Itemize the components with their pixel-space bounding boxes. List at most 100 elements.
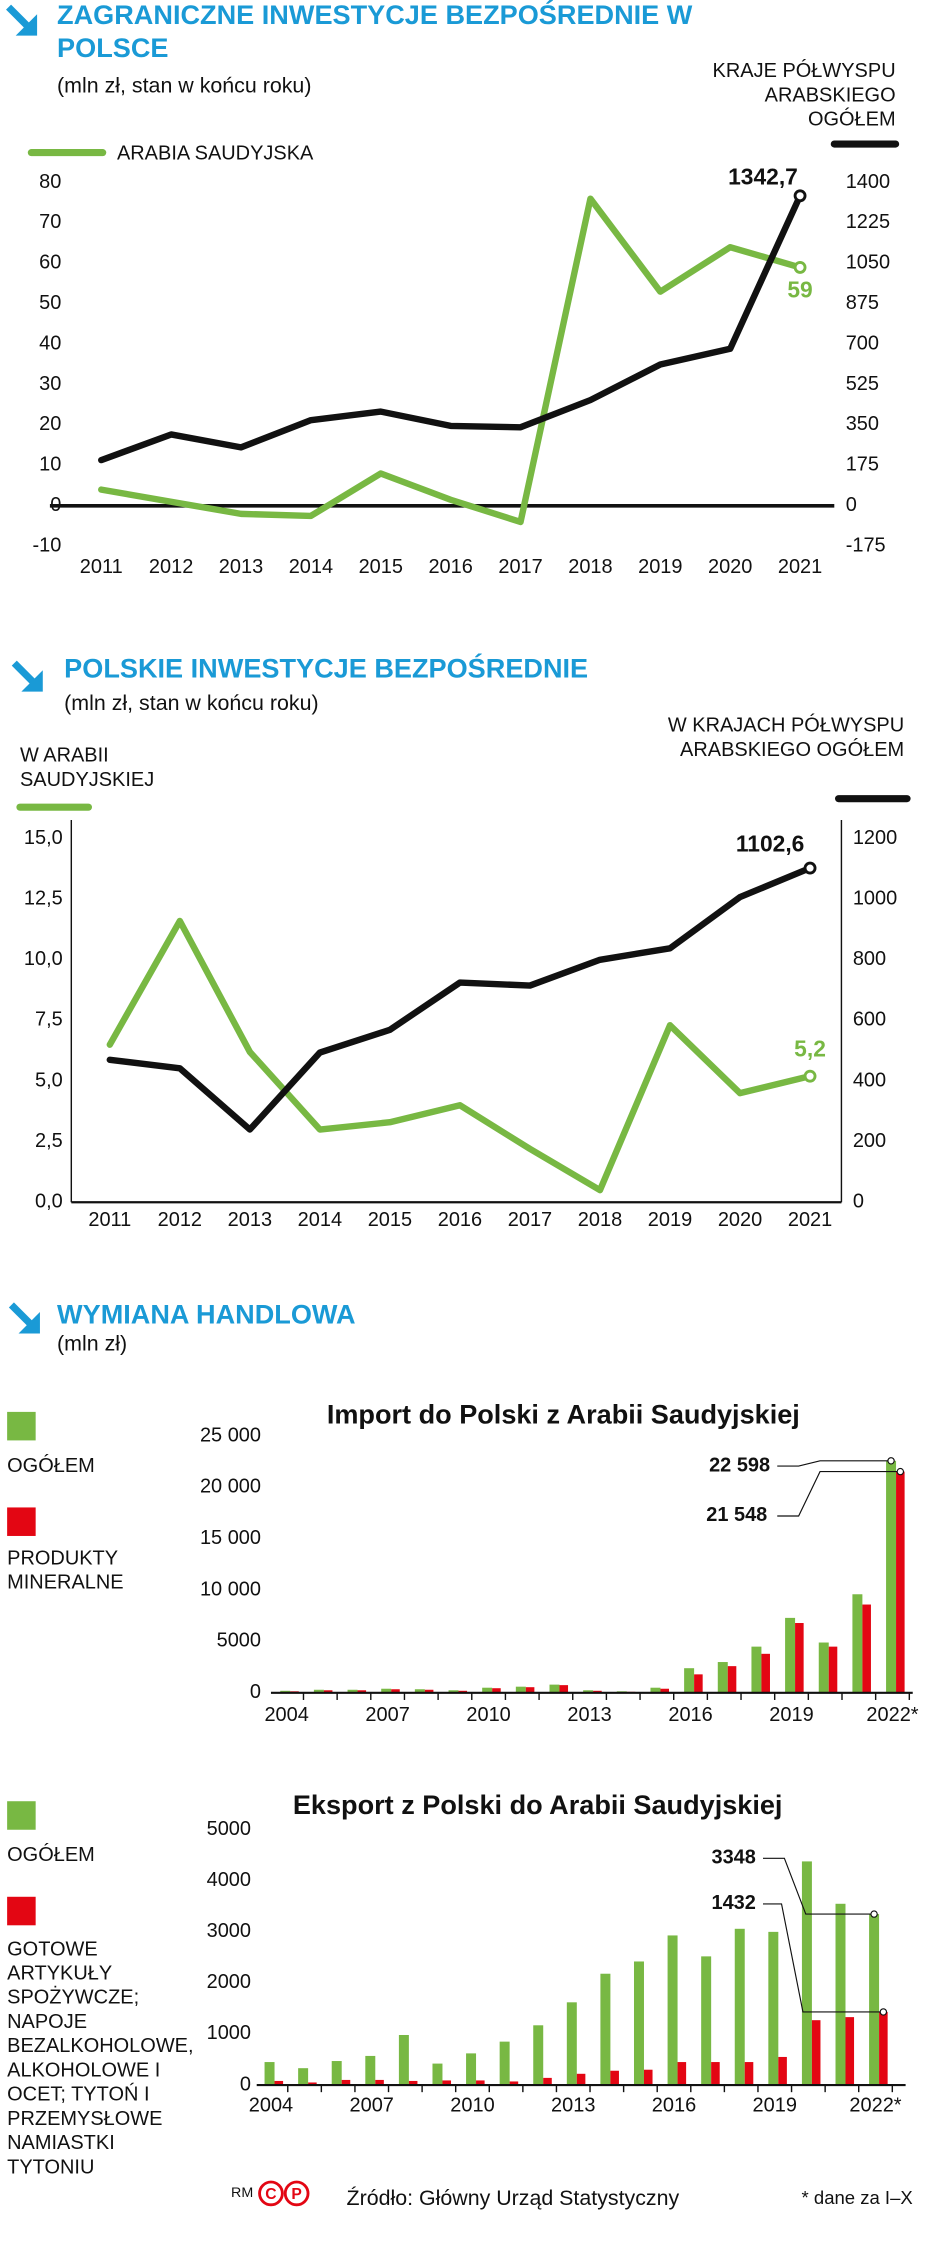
bar	[862, 1604, 871, 1693]
bar	[391, 1689, 400, 1693]
bar	[768, 1931, 779, 2086]
chart-title: Import do Polski z Arabii Saudyjskiej	[327, 1398, 800, 1429]
bar	[667, 1935, 678, 2086]
x-tick-label: 2004	[264, 1704, 308, 1726]
bar	[341, 2079, 351, 2086]
bar	[677, 2062, 687, 2086]
value-label: 3348	[711, 1847, 755, 1869]
legend-swatch	[7, 1801, 36, 1830]
bar	[515, 1686, 526, 1693]
line	[106, 864, 814, 1133]
credit: C	[265, 2186, 276, 2203]
y-tick-label: 0,0	[35, 1191, 63, 1213]
value-label: 1432	[711, 1892, 755, 1914]
y-tick-label: 5000	[217, 1630, 261, 1652]
bar	[576, 2073, 586, 2086]
bar	[482, 1687, 493, 1693]
legend-swatch	[7, 1411, 36, 1441]
y2-tick-label: 875	[846, 292, 879, 314]
x-tick-label: 2020	[718, 1209, 762, 1231]
bar	[583, 1690, 594, 1693]
credit: P	[291, 2186, 301, 2203]
y2-tick-label: 1225	[846, 211, 890, 233]
y-tick-label: 4000	[207, 1869, 251, 1891]
y-tick-label: 7,5	[35, 1009, 63, 1031]
x-tick-label: 2022*	[849, 2095, 901, 2117]
y-tick-label: 2000	[207, 1971, 251, 1993]
x-tick-label: 2011	[80, 556, 123, 578]
x-tick-label: 2015	[359, 556, 403, 578]
point	[803, 861, 817, 875]
y-tick-label: 40	[39, 332, 61, 354]
value-label: 1102,6	[736, 830, 804, 856]
y-tick-label: 10,0	[24, 948, 63, 970]
bar	[633, 1961, 644, 2086]
bar	[499, 2041, 510, 2086]
chart-subtitle: (mln zł, stan w końcu roku)	[57, 74, 312, 99]
section-title: WYMIANA HANDLOWA	[57, 1300, 356, 1331]
legend-swatch	[7, 1896, 36, 1926]
x-tick-label: 2021	[788, 1209, 832, 1231]
bar	[492, 1688, 501, 1693]
bar	[744, 2062, 754, 2086]
bar	[879, 2011, 888, 2086]
y-tick-label: 0	[250, 1681, 261, 1703]
bar	[549, 1684, 560, 1693]
y-tick-label: 15,0	[24, 827, 63, 849]
line	[98, 192, 804, 464]
legend-swatch	[7, 1507, 36, 1536]
leader-line	[777, 1460, 892, 1467]
x-tick-label: 2013	[228, 1209, 272, 1231]
bar	[274, 2080, 284, 2086]
footnote: * dane za I–X	[802, 2187, 913, 2208]
y2-tick-label: -175	[846, 534, 886, 556]
bar	[835, 1903, 846, 2086]
point	[793, 260, 807, 274]
y-tick-label: 0	[240, 2073, 251, 2095]
x-tick-label: 2019	[638, 556, 682, 578]
x-tick-label: 2013	[551, 2095, 595, 2117]
bar	[694, 1674, 703, 1693]
y-tick-label: 5,0	[35, 1069, 63, 1091]
bar	[701, 1956, 712, 2086]
bar	[525, 1687, 535, 1693]
y2-tick-label: 525	[846, 373, 879, 395]
y-tick-label: 60	[39, 252, 61, 274]
y-tick-label: 2,5	[35, 1130, 63, 1152]
point	[879, 2008, 888, 2016]
y-tick-label: 30	[39, 373, 61, 395]
y-tick-label: 70	[39, 211, 61, 233]
x-tick-label: 2015	[368, 1209, 412, 1231]
bar	[264, 2062, 275, 2086]
line	[98, 195, 804, 526]
bar	[466, 2053, 477, 2086]
y-tick-label: 20 000	[200, 1476, 261, 1498]
bar	[308, 2082, 317, 2086]
bar	[886, 1460, 897, 1693]
x-tick-label: 2013	[567, 1704, 611, 1726]
point	[870, 1910, 878, 1918]
bar	[684, 1668, 695, 1693]
bar	[896, 1471, 905, 1693]
legend-label: OGÓŁEM	[7, 1842, 95, 1866]
x-tick-label: 2016	[438, 1209, 482, 1231]
bar	[650, 1687, 661, 1693]
y2-tick-label: 400	[853, 1069, 886, 1091]
bar	[845, 2017, 855, 2086]
x-tick-label: 2016	[668, 1704, 712, 1726]
bar	[398, 2034, 409, 2086]
chart-title: POLSKIE INWESTYCJE BEZPOŚREDNIE	[64, 654, 589, 685]
bar	[414, 1689, 425, 1693]
bar	[432, 2063, 443, 2086]
y-tick-label: 10 000	[200, 1578, 261, 1600]
y-tick-label: -10	[32, 534, 61, 556]
bar	[751, 1646, 762, 1693]
bar	[801, 1861, 812, 2086]
legend-label: W ARABII SAUDYJSKIEJ	[19, 743, 155, 791]
bar	[448, 1690, 459, 1693]
line	[106, 917, 814, 1194]
value-label: 21 548	[706, 1504, 767, 1526]
bar	[660, 1688, 670, 1693]
y-tick-label: 3000	[207, 1920, 251, 1942]
